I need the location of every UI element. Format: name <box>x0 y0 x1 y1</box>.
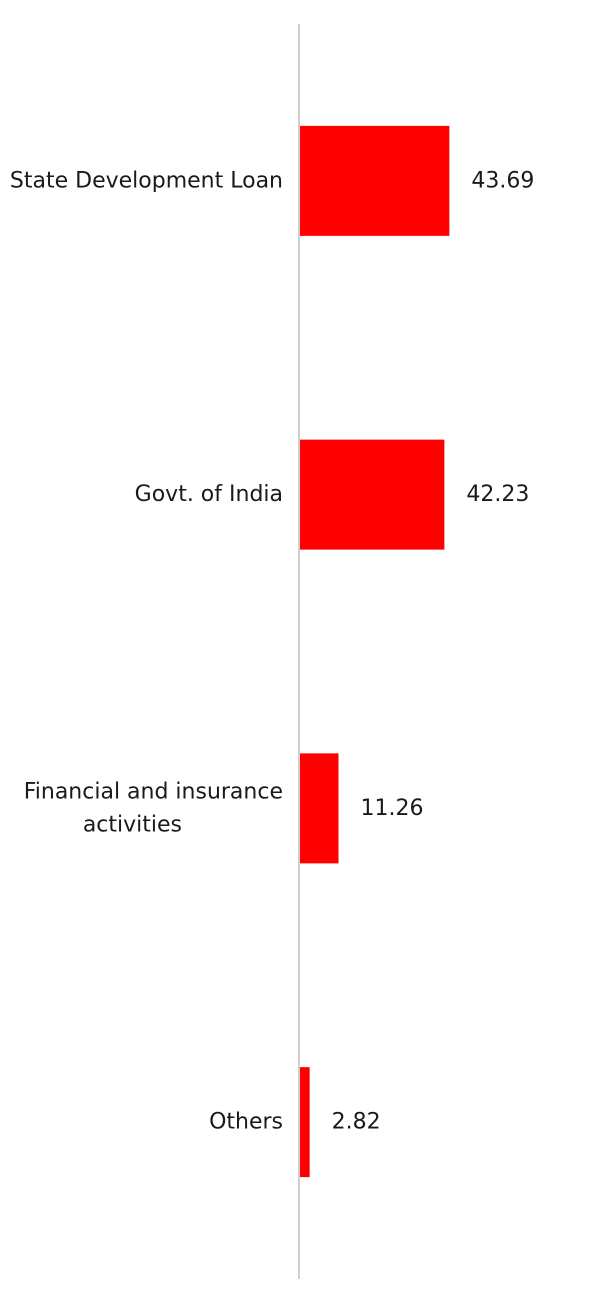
category-label-1: State Development Loan <box>10 168 283 193</box>
bar-3 <box>300 753 339 864</box>
category-label-2-line-1: Govt. of India <box>135 482 283 507</box>
value-label-2: 42.23 <box>466 482 529 507</box>
category-label-3-line-2: activities <box>83 812 182 837</box>
bars-layer <box>300 125 450 1178</box>
category-label-2: Govt. of India <box>135 482 283 507</box>
value-label-1: 43.69 <box>471 168 534 193</box>
category-label-1-line-1: State Development Loan <box>10 168 283 193</box>
category-label-3: Financial and insurance activities <box>24 779 283 837</box>
category-label-4: Others <box>209 1110 283 1135</box>
labels-layer: 43.69 State Development Loan 42.23 Govt. of… <box>10 168 534 1134</box>
category-label-3-line-1: Financial and insurance <box>24 779 283 804</box>
bar-4 <box>300 1067 310 1178</box>
bar-1 <box>300 125 450 236</box>
value-label-3: 11.26 <box>360 796 423 821</box>
category-label-4-line-1: Others <box>209 1110 283 1135</box>
bar-2 <box>300 439 445 550</box>
value-label-4: 2.82 <box>332 1110 381 1135</box>
